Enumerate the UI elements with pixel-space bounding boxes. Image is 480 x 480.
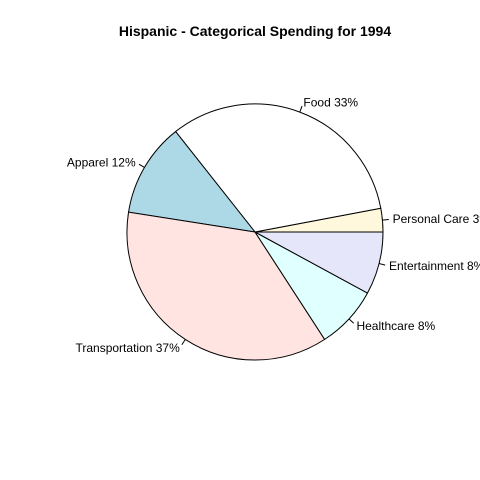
pie-label-1: Food 33%: [303, 96, 358, 110]
pie-leader-1: [300, 106, 302, 112]
pie-label-5: Entertainment 8%: [389, 259, 480, 273]
pie-slices: [127, 104, 383, 360]
pie-label-3: Transportation 37%: [75, 341, 180, 355]
pie-leader-0: [382, 219, 388, 220]
pie-label-2: Apparel 12%: [67, 155, 136, 169]
pie-leader-5: [379, 264, 385, 266]
chart-title: Hispanic - Categorical Spending for 1994: [119, 23, 392, 39]
pie-leader-4: [349, 319, 354, 323]
pie-label-0: Personal Care 3%: [393, 212, 480, 226]
pie-leader-2: [139, 164, 145, 167]
pie-label-4: Healthcare 8%: [356, 319, 435, 333]
pie-leader-3: [182, 339, 185, 344]
